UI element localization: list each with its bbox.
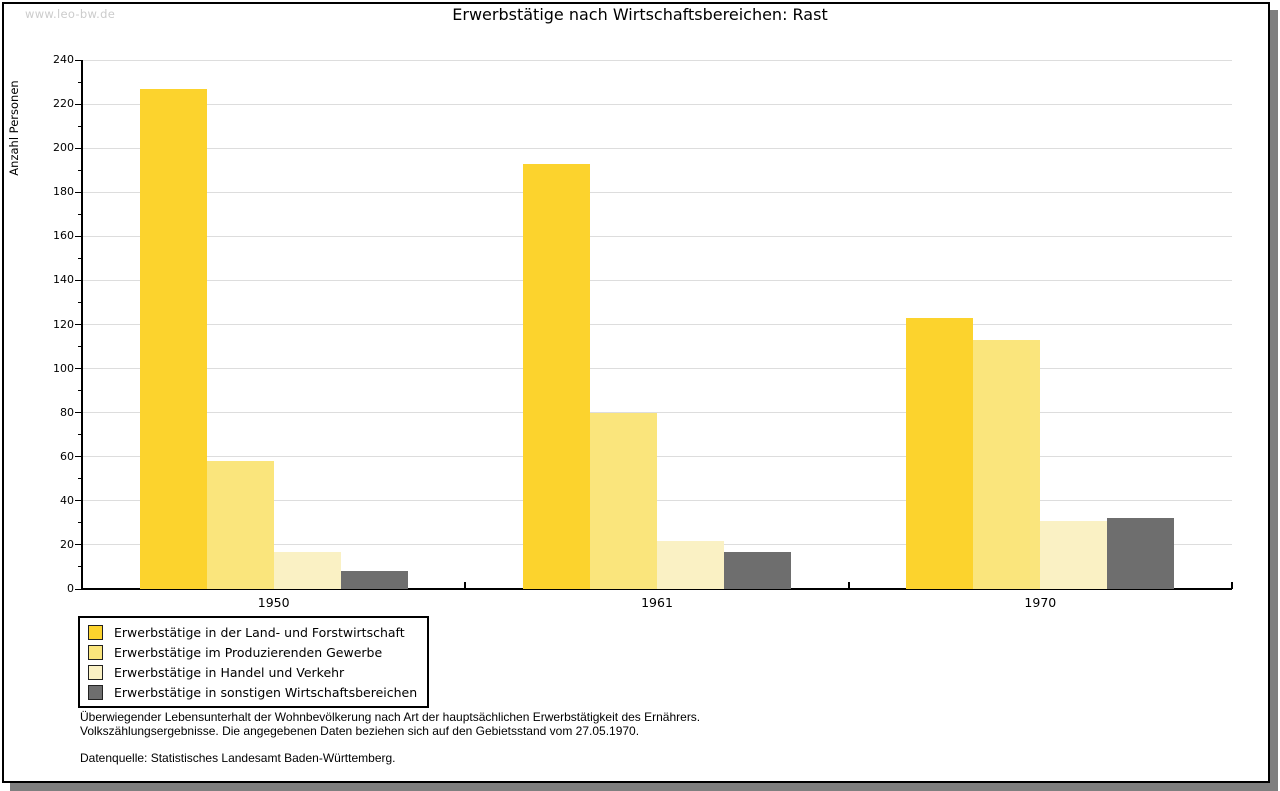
bar: [1107, 518, 1175, 589]
y-tick-label: 140: [53, 273, 74, 287]
y-tick-label: 240: [53, 53, 74, 66]
y-tick-label: 160: [53, 229, 74, 243]
bar: [139, 89, 207, 589]
x-boundary-tick: [464, 582, 467, 589]
watermark: www.leo-bw.de: [25, 7, 116, 21]
y-tick-label: 220: [53, 97, 74, 111]
bar: [973, 340, 1041, 589]
bar: [590, 413, 657, 589]
legend-label: Erwerbstätige in Handel und Verkehr: [114, 664, 345, 680]
x-boundary-tick: [847, 582, 850, 589]
gridline: [82, 147, 1232, 149]
legend-box: Erwerbstätige in der Land- und Forstwirt…: [78, 616, 430, 708]
bar: [724, 552, 791, 589]
y-major-tick: [75, 544, 82, 546]
bar: [906, 318, 974, 589]
legend-row: Erwerbstätige in Handel und Verkehr: [88, 662, 417, 682]
legend-label: Erwerbstätige in der Land- und Forstwirt…: [114, 624, 405, 640]
gridline: [82, 324, 1232, 325]
y-minor-tick: [78, 257, 82, 259]
legend-swatch-icon: [88, 644, 103, 660]
bar: [273, 552, 341, 589]
footnote-line: Volkszählungsergebnisse. Die angegebenen…: [80, 723, 640, 738]
legend-row: Erwerbstätige in sonstigen Wirtschaftsbe…: [88, 682, 417, 702]
bar: [206, 461, 274, 589]
bar: [340, 571, 408, 589]
y-major-tick: [75, 103, 82, 105]
gridline: [82, 500, 1232, 502]
x-tick-label: 1961: [641, 595, 673, 610]
y-axis-line: [81, 60, 83, 590]
x-boundary-tick: [1231, 582, 1233, 589]
y-tick-label: 80: [60, 405, 74, 419]
y-tick-label: 200: [53, 141, 74, 155]
y-minor-tick: [78, 478, 82, 480]
bar: [657, 541, 724, 589]
y-major-tick: [75, 368, 82, 370]
y-major-tick: [75, 279, 82, 281]
data-source-line: Datenquelle: Statistisches Landesamt Bad…: [80, 751, 396, 765]
y-minor-tick: [78, 169, 82, 171]
y-minor-tick: [78, 522, 82, 524]
chart-title: Erwerbstätige nach Wirtschaftsbereichen:…: [452, 5, 828, 24]
y-minor-tick: [78, 213, 82, 215]
x-tick-label: 1970: [1024, 595, 1057, 610]
y-tick-label: 180: [53, 185, 74, 199]
y-major-tick: [75, 147, 82, 149]
footnote-line: Überwiegender Lebensunterhalt der Wohnbe…: [80, 710, 701, 724]
y-tick-label: 20: [60, 537, 74, 551]
y-minor-tick: [78, 390, 82, 392]
gridline: [82, 191, 1232, 193]
y-major-tick: [75, 324, 82, 325]
y-minor-tick: [78, 125, 82, 127]
gridline: [82, 103, 1232, 105]
y-tick-label: 120: [53, 317, 74, 331]
footnotes: Überwiegender Lebensunterhalt der Wohnbe…: [80, 710, 701, 766]
y-minor-tick: [78, 301, 82, 303]
y-major-tick: [75, 59, 82, 61]
legend-label: Erwerbstätige in sonstigen Wirtschaftsbe…: [114, 684, 418, 700]
gridline: [82, 368, 1232, 370]
y-major-tick: [75, 235, 82, 237]
y-tick-label: 0: [67, 582, 74, 595]
legend-swatch-icon: [88, 664, 103, 680]
y-minor-tick: [78, 566, 82, 568]
gridline: [82, 59, 1232, 61]
legend-label: Erwerbstätige im Produzierenden Gewerbe: [114, 644, 383, 660]
legend-swatch-icon: [88, 624, 103, 640]
gridline: [82, 412, 1232, 414]
legend-row: Erwerbstätige im Produzierenden Gewerbe: [88, 642, 417, 662]
gridline: [82, 456, 1232, 458]
x-axis-line: [81, 588, 1232, 590]
gridline: [82, 235, 1232, 237]
y-major-tick: [75, 191, 82, 193]
y-major-tick: [75, 500, 82, 502]
legend-row: Erwerbstätige in der Land- und Forstwirt…: [88, 622, 417, 642]
bar: [523, 164, 590, 589]
x-tick-label: 1950: [257, 595, 290, 610]
y-major-tick: [75, 412, 82, 414]
y-major-tick: [75, 456, 82, 458]
legend-swatch-icon: [88, 684, 103, 700]
gridline: [82, 279, 1232, 281]
y-tick-label: 100: [53, 361, 74, 375]
bar: [1040, 521, 1108, 589]
y-minor-tick: [78, 81, 82, 83]
y-minor-tick: [78, 434, 82, 436]
y-major-tick: [75, 588, 82, 590]
y-tick-label: 60: [60, 449, 74, 463]
y-minor-tick: [78, 346, 82, 348]
y-tick-label: 40: [60, 493, 74, 507]
